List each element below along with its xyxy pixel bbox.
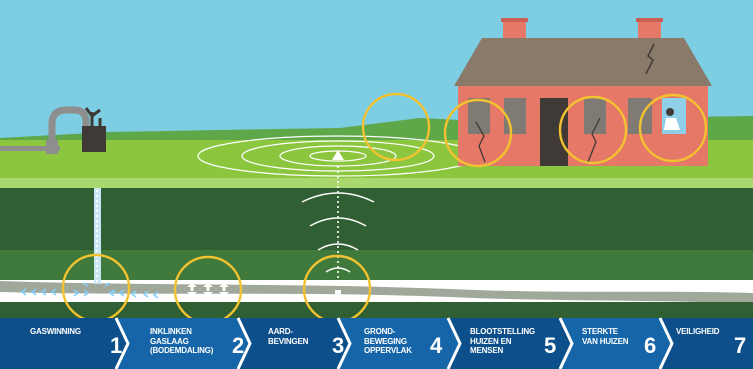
step-2-number: 2 xyxy=(232,333,245,358)
highlight-ring-5 xyxy=(443,98,513,168)
step-3-number: 3 xyxy=(332,333,345,358)
step-6-number: 6 xyxy=(644,333,657,358)
step-1-number: 1 xyxy=(110,333,123,358)
well-shaft xyxy=(94,188,101,284)
step-4-number: 4 xyxy=(430,333,443,358)
step-2-label: INKLINKEN GASLAAG (BODEMDALING) xyxy=(150,327,214,355)
step-7-number: 7 xyxy=(734,333,747,358)
step-7-label: VEILIGHEID xyxy=(676,327,720,336)
house xyxy=(454,18,712,166)
surface-strip xyxy=(0,178,753,188)
step-1-label: GASWINNING xyxy=(30,327,81,336)
step-5-label: BLOOTSTELLING HUIZEN EN MENSEN xyxy=(470,327,535,355)
process-steps: GASWINNING 1 INKLINKEN GASLAAG (BODEMDAL… xyxy=(0,318,753,369)
gas-flow-arrows xyxy=(20,282,159,299)
highlight-ring-7 xyxy=(638,93,708,163)
gas-well-installation xyxy=(0,106,106,154)
step-3-label: AARD- BEVINGEN xyxy=(268,327,309,346)
step-6-label: STERKTE VAN HUIZEN xyxy=(582,327,629,346)
soil-layer-upper xyxy=(0,188,753,250)
step-5-number: 5 xyxy=(544,333,557,358)
highlight-ring-6 xyxy=(558,95,628,165)
highlight-ring-4 xyxy=(361,92,431,162)
compaction-arrows xyxy=(187,283,229,296)
soil-layer-middle xyxy=(0,250,753,280)
step-4-label: GROND- BEWEGING OPPERVLAK xyxy=(364,327,412,355)
process-band xyxy=(0,317,753,369)
